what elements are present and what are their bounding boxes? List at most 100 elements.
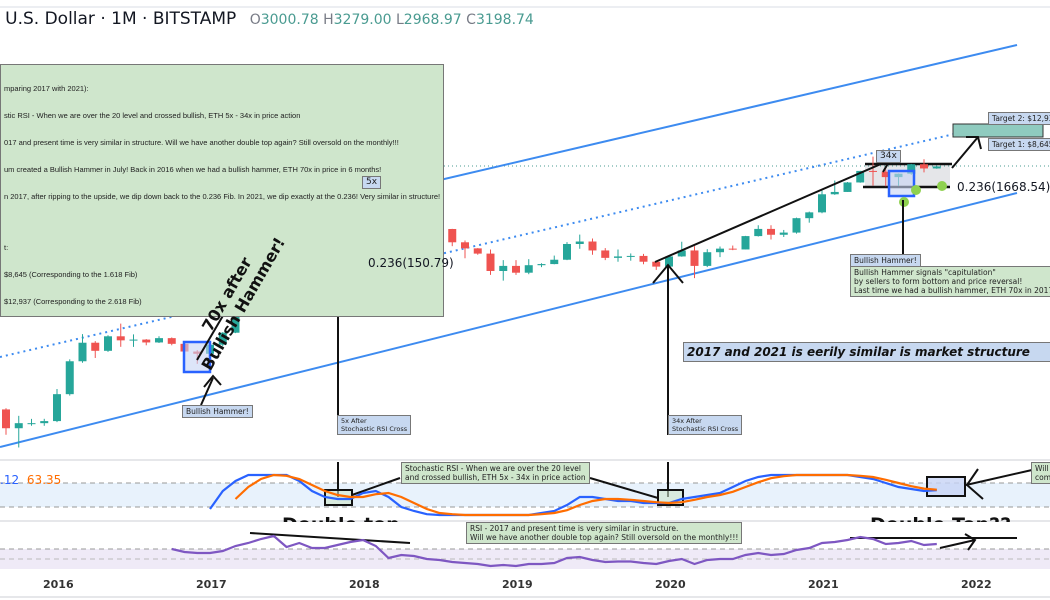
rsi-note[interactable]: RSI - 2017 and present time is very simi… (466, 522, 743, 544)
candle-body (550, 259, 559, 265)
candle (499, 260, 508, 281)
candle (818, 190, 826, 214)
candle-body (818, 194, 826, 213)
double-top-question-label: Double Top?? (870, 510, 1011, 522)
x-tick-label: 2017 (196, 578, 227, 591)
stoch-note[interactable]: Stochastic RSI - When we are over the 20… (401, 462, 590, 484)
marker-dot (937, 181, 947, 191)
candle (588, 238, 597, 255)
5x-after-label[interactable]: 5x After Stochastic RSI Cross (337, 415, 412, 435)
candle (53, 388, 61, 423)
candle (563, 242, 571, 261)
candle (104, 335, 112, 352)
ohlc-readout: O3000.78 H3279.00 L2968.97 C3198.74 (249, 12, 534, 28)
candle (639, 253, 648, 265)
note-line: t: (4, 243, 9, 252)
candle (728, 245, 737, 251)
candle (703, 249, 712, 268)
candle-body (65, 361, 74, 395)
similarity-callout[interactable]: 2017 and 2021 is eerily similar is marke… (683, 342, 1050, 362)
candle-body (652, 261, 661, 267)
candle-body (40, 421, 49, 424)
x-tick-label: 2016 (43, 578, 74, 591)
candle-body (907, 164, 916, 174)
top-toolbar-edge (0, 0, 1050, 8)
rsi-line (171, 534, 937, 568)
double-top-label: Double top (282, 510, 400, 522)
candle-body (754, 228, 763, 237)
candle-body (626, 255, 635, 257)
note-line: um created a Bullish Hammer in July! Bac… (4, 165, 382, 174)
candle (91, 341, 100, 358)
candle (218, 332, 227, 347)
34x-label[interactable]: 34x (876, 150, 901, 163)
candle (40, 418, 49, 426)
candle-body (486, 253, 495, 271)
candle-body (218, 332, 227, 345)
candle-body (779, 232, 788, 235)
candle-body (665, 256, 673, 267)
candle (626, 253, 635, 261)
stoch-k-value: .12 (0, 473, 20, 487)
candle-body (563, 243, 571, 260)
will-note[interactable]: Will w comi (1031, 462, 1050, 484)
x-tick-label: 2020 (655, 578, 686, 591)
candle (2, 408, 10, 435)
candle-body (716, 248, 724, 253)
candle (805, 211, 814, 223)
stoch-rsi-pane (209, 473, 937, 517)
candle-body (104, 336, 112, 351)
rsi-pane (171, 534, 937, 568)
target1-label[interactable]: Target 1: $8,645 (988, 138, 1050, 151)
candle (741, 235, 750, 250)
candle-body (767, 228, 775, 235)
bullish-hammer-2016-label[interactable]: Bullish Hammer! (182, 405, 253, 418)
candle (754, 225, 763, 237)
candle-body (575, 241, 584, 244)
candle-body (869, 170, 877, 172)
candle (652, 261, 661, 270)
note-line: $8,645 (Corresponding to the 1.618 Fib) (4, 270, 138, 279)
candle-body (537, 264, 546, 266)
candle (779, 229, 788, 238)
symbol-title[interactable]: / U.S. Dollar · 1M · BITSTAMP (0, 9, 237, 29)
channel-lower-line (0, 192, 1018, 448)
candle (716, 246, 724, 258)
hammer-note[interactable]: Bullish Hammer signals "capitulation" by… (850, 266, 1050, 297)
note-line (4, 219, 440, 225)
stoch-readout: .12 63.35 (0, 473, 61, 487)
note-line: mparing 2017 with 2021): (4, 84, 89, 93)
candle-body (27, 423, 36, 425)
note-line: stic RSI - When we are over the 20 level… (4, 111, 301, 120)
close-value: 3198.74 (475, 12, 534, 28)
candle (142, 339, 151, 346)
candle-body (53, 394, 61, 422)
candle-body (499, 265, 508, 271)
candle (524, 259, 533, 275)
candle (792, 217, 801, 234)
candle (932, 165, 941, 169)
candle (767, 225, 775, 240)
x-tick-label: 2019 (502, 578, 533, 591)
candle-body (116, 336, 125, 341)
target2-label[interactable]: Target 2: $12,937 (988, 112, 1050, 125)
5x-label[interactable]: 5x (362, 176, 382, 189)
target-zone (952, 123, 1044, 138)
x-tick-label: 2021 (808, 578, 839, 591)
34x-after-label[interactable]: 34x After Stochastic RSI Cross (668, 415, 743, 435)
candle-body (690, 250, 699, 266)
candle (65, 359, 74, 396)
candle-body (167, 338, 176, 344)
hammer-box-2016 (182, 340, 212, 374)
candle (843, 182, 852, 192)
marker-dot (911, 185, 921, 195)
note-line: n 2017, after ripping to the upside, we … (4, 192, 441, 201)
hammer-box-2021 (887, 169, 916, 198)
fib-label-2021: 0.236(1668.54) (957, 180, 1050, 194)
summary-note[interactable]: mparing 2017 with 2021): stic RSI - When… (0, 64, 445, 317)
candle (537, 263, 546, 268)
candle-body (728, 248, 737, 250)
note-line: 017 and present time is very similar in … (4, 138, 399, 147)
candle-body (843, 182, 852, 192)
candle-body (588, 241, 597, 251)
